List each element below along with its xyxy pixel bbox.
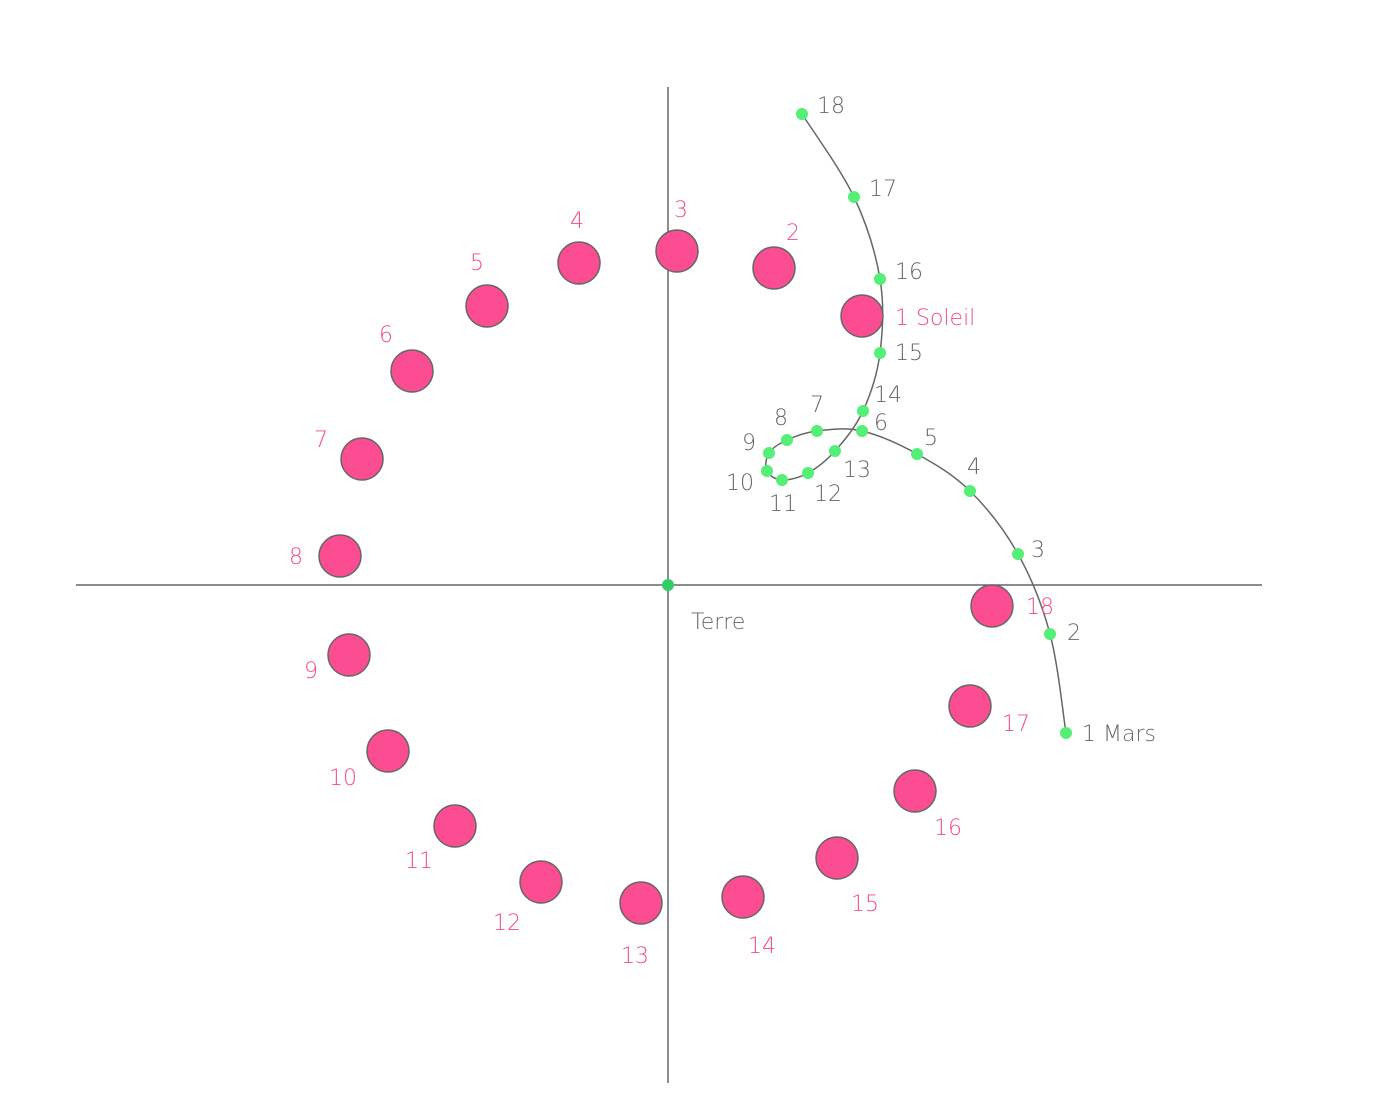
mars-label: 7 (810, 393, 824, 418)
sun-position (752, 246, 796, 290)
mars-position (829, 445, 841, 457)
mars-label: 10 (726, 471, 754, 496)
mars-label: 11 (769, 492, 797, 517)
sun-label: 18 (1026, 595, 1054, 620)
mars-label: 5 (924, 426, 938, 451)
mars-label: 2 (1067, 621, 1081, 646)
sun-position (970, 584, 1014, 628)
sun-position (893, 769, 937, 813)
mars-label: 18 (817, 94, 845, 119)
mars-position (848, 191, 860, 203)
mars-position (781, 434, 793, 446)
sun-label: 9 (304, 659, 318, 684)
sun-position (655, 229, 699, 273)
mars-position (1044, 628, 1056, 640)
sun-position (948, 684, 992, 728)
sun-position (840, 294, 884, 338)
mars-position (874, 347, 886, 359)
sun-position (815, 836, 859, 880)
mars-position (857, 405, 869, 417)
mars-label: 8 (774, 406, 788, 431)
sun-label: 2 (786, 221, 800, 246)
sun-label: 15 (851, 892, 879, 917)
mars-position (911, 448, 923, 460)
mars-label: 4 (967, 455, 981, 480)
mars-label: 17 (869, 177, 897, 202)
sun-label: 10 (329, 766, 357, 791)
sun-label: 7 (314, 428, 328, 453)
mars-position (811, 425, 823, 437)
sun-label: 12 (493, 911, 521, 936)
mars-position (763, 447, 775, 459)
sun-label: 8 (289, 545, 303, 570)
sun-label: 1 Soleil (895, 306, 975, 331)
mars-position (856, 425, 868, 437)
sun-position (557, 241, 601, 285)
mars-label: 1 Mars (1082, 722, 1156, 747)
sun-position (390, 349, 434, 393)
mars-position (1060, 727, 1072, 739)
sun-position (433, 804, 477, 848)
mars-position (796, 108, 808, 120)
mars-position (776, 474, 788, 486)
sun-position (327, 633, 371, 677)
mars-orbit (765, 113, 1067, 734)
sun-label: 6 (379, 323, 393, 348)
sun-position (721, 875, 765, 919)
mars-label: 15 (895, 341, 923, 366)
mars-label: 16 (895, 260, 923, 285)
mars-label: 3 (1031, 538, 1045, 563)
mars-position (1012, 548, 1024, 560)
sun-position (619, 881, 663, 925)
mars-label: 6 (874, 411, 888, 436)
sun-label: 5 (470, 251, 484, 276)
sun-label: 3 (674, 198, 688, 223)
sun-position (340, 437, 384, 481)
sun-label: 4 (570, 209, 584, 234)
mars-position (802, 467, 814, 479)
mars-label: 14 (874, 383, 902, 408)
sun-position (366, 729, 410, 773)
sun-position (519, 860, 563, 904)
sun-label: 11 (405, 849, 433, 874)
earth (662, 579, 674, 591)
sun-label: 14 (748, 934, 776, 959)
sun-label: 13 (621, 944, 649, 969)
mars-label: 12 (814, 482, 842, 507)
earth-label: Terre (691, 610, 745, 635)
mars-label: 13 (843, 458, 871, 483)
sun-label: 17 (1002, 712, 1030, 737)
sun-label: 16 (934, 816, 962, 841)
sun-position (318, 534, 362, 578)
mars-position (964, 485, 976, 497)
mars-position (874, 273, 886, 285)
mars-label: 9 (742, 431, 756, 456)
mars-position (761, 465, 773, 477)
sun-position (465, 284, 509, 328)
